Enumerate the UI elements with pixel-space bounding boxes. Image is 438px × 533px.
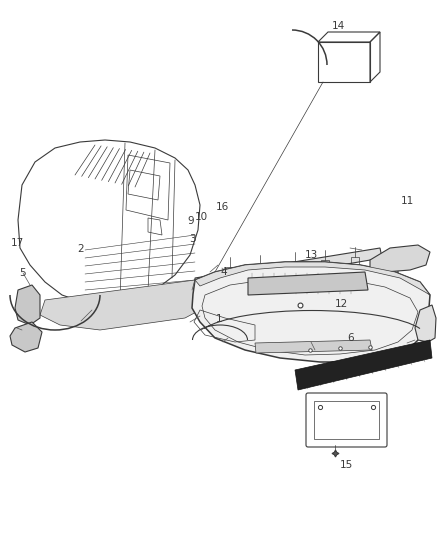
Text: 8: 8	[277, 280, 284, 290]
Text: 5: 5	[19, 268, 26, 278]
Polygon shape	[295, 340, 432, 390]
Polygon shape	[15, 285, 40, 325]
Polygon shape	[40, 280, 205, 330]
Text: 15: 15	[340, 460, 353, 470]
Text: 7: 7	[294, 283, 301, 293]
Polygon shape	[10, 322, 42, 352]
Polygon shape	[192, 262, 430, 362]
Polygon shape	[255, 340, 372, 353]
Text: 14: 14	[332, 21, 345, 31]
Text: 16: 16	[216, 202, 229, 212]
Text: 6: 6	[347, 334, 354, 343]
Text: 1: 1	[215, 314, 223, 324]
Text: 12: 12	[335, 299, 348, 309]
Text: 3: 3	[189, 234, 196, 244]
Polygon shape	[195, 262, 430, 295]
Polygon shape	[378, 250, 398, 302]
Text: 4: 4	[220, 267, 227, 277]
Polygon shape	[415, 305, 436, 342]
Text: 9: 9	[187, 216, 194, 226]
Polygon shape	[195, 248, 382, 290]
Text: 13: 13	[304, 250, 318, 260]
Text: 10: 10	[195, 213, 208, 222]
Text: 11: 11	[401, 197, 414, 206]
Polygon shape	[370, 245, 430, 272]
Text: 17: 17	[11, 238, 24, 247]
Polygon shape	[248, 272, 368, 295]
Text: 2: 2	[78, 245, 85, 254]
